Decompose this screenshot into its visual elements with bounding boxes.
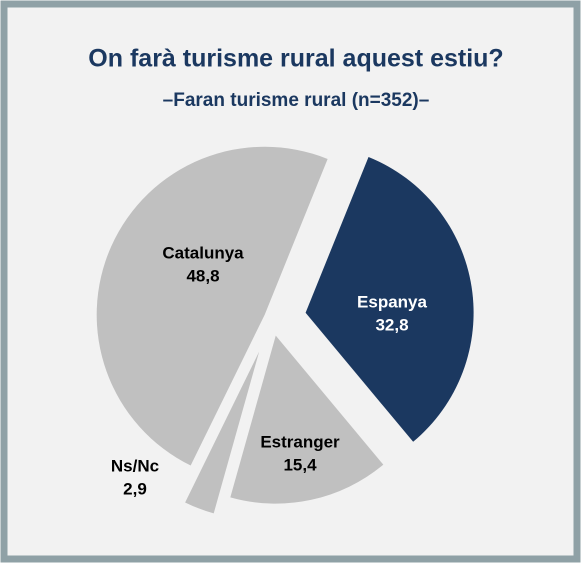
pie-slice — [305, 156, 474, 442]
slice-label: Estranger — [260, 432, 340, 451]
pie-slice — [185, 351, 260, 514]
chart-subtitle: –Faran turisme rural (n=352)– — [163, 90, 430, 111]
pie-slice — [96, 146, 328, 466]
slice-label: Ns/Nc — [111, 456, 159, 475]
slice-label: Espanya — [357, 292, 427, 311]
slice-label: Catalunya — [162, 243, 244, 262]
slice-value-label: 2,9 — [123, 479, 147, 498]
slice-value-label: 15,4 — [283, 455, 317, 474]
chart-title: On farà turisme rural aquest estiu? — [88, 45, 503, 73]
slice-value-label: 48,8 — [186, 266, 219, 285]
slice-value-label: 32,8 — [375, 315, 408, 334]
pie-slice — [230, 335, 384, 504]
